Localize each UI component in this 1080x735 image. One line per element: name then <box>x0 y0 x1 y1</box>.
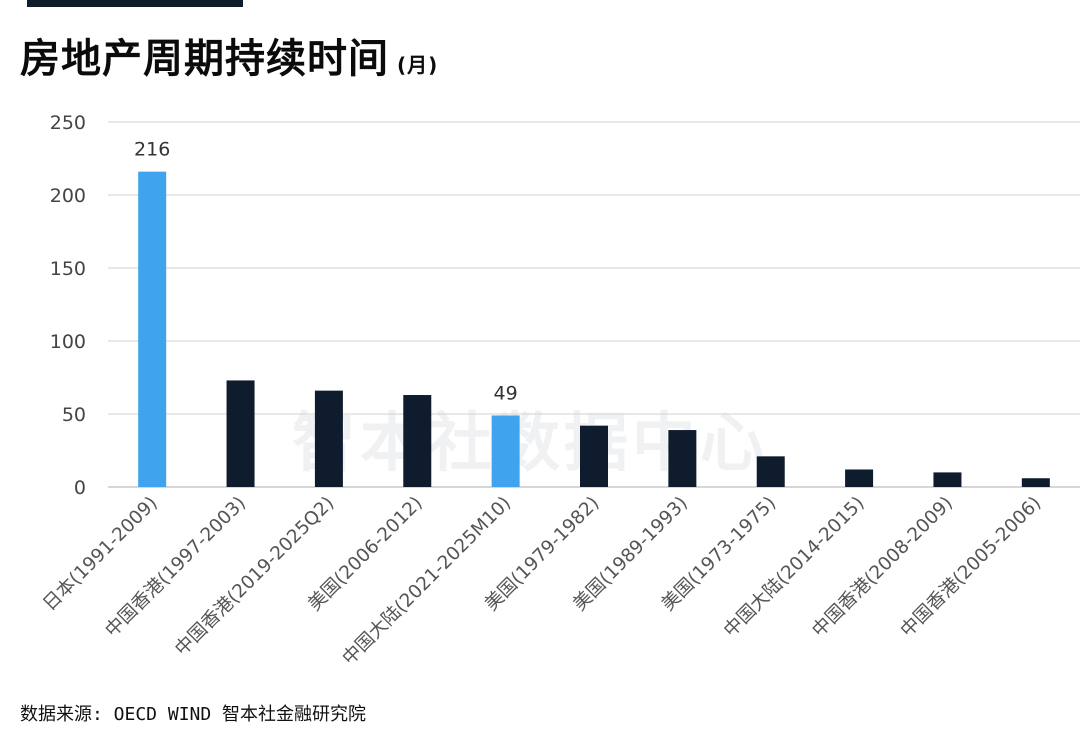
bar <box>314 390 343 487</box>
bar <box>756 456 785 487</box>
bar <box>933 472 962 487</box>
chart-title: 房地产周期持续时间 (月) <box>20 26 438 84</box>
bar <box>491 415 520 487</box>
bar <box>138 171 167 487</box>
y-tick-label: 150 <box>50 258 86 280</box>
top-accent-bar <box>27 0 243 7</box>
bar <box>668 430 697 487</box>
y-tick-label: 200 <box>50 185 86 207</box>
y-tick-label: 100 <box>50 331 86 353</box>
title-unit: (月) <box>397 53 439 77</box>
x-tick-label: 中国香港(2019-2025Q2) <box>171 493 338 660</box>
bar <box>845 469 874 487</box>
title-text: 房地产周期持续时间 <box>20 36 389 82</box>
bar <box>403 395 432 487</box>
x-tick-label: 中国大陆(2021-2025M10) <box>339 493 516 670</box>
y-tick-label: 0 <box>74 477 86 499</box>
y-tick-label: 250 <box>50 112 86 134</box>
bar <box>1021 478 1050 487</box>
data-label: 49 <box>494 382 518 404</box>
source-note: 数据来源: OECD WIND 智本社金融研究院 <box>20 704 367 725</box>
bar <box>226 380 255 487</box>
data-label: 216 <box>134 139 170 161</box>
bar <box>580 425 608 487</box>
y-tick-label: 50 <box>62 404 86 426</box>
